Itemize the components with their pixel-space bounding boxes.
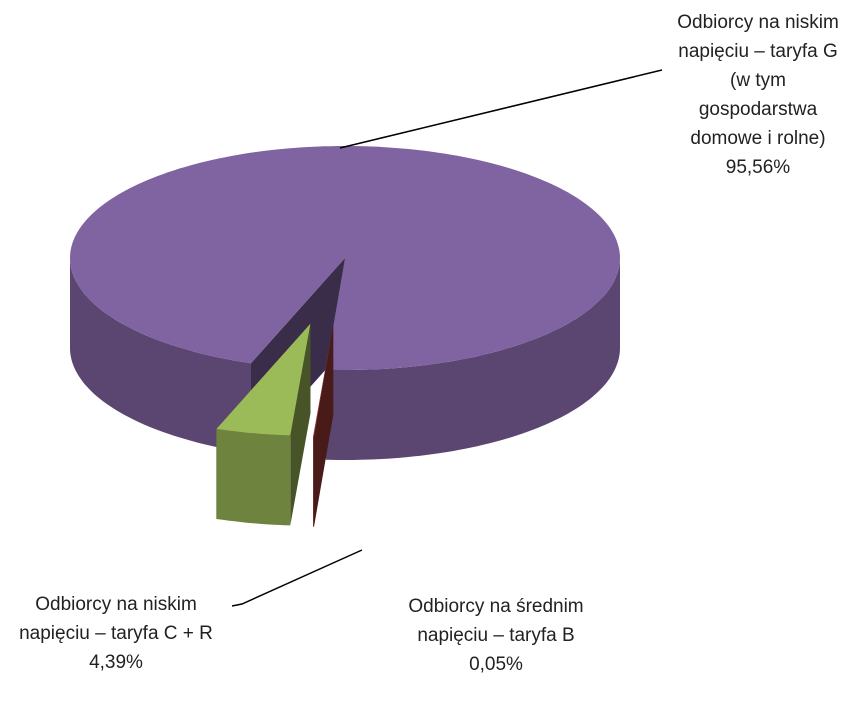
leader-line [231, 549, 363, 607]
slice [216, 323, 311, 436]
slice-label: Odbiorcy na niskim napięciu – taryfa C +… [8, 590, 224, 677]
slice-side [325, 258, 620, 460]
slice-face [314, 325, 334, 527]
label-value: 4,39% [89, 652, 143, 673]
label-value: 0,05% [469, 654, 523, 675]
slice-face [290, 323, 311, 526]
slice-label: Odbiorcy na średnim napięciu – taryfa B … [380, 592, 612, 679]
label-name: Odbiorcy na niskim napięciu – taryfa C +… [19, 594, 213, 644]
slice-label: Odbiorcy na niskim napięciu – taryfa G (… [655, 8, 861, 182]
leader-line [339, 69, 663, 149]
slice-side [216, 429, 291, 526]
label-value: 95,56% [725, 157, 791, 178]
slice-side [313, 436, 314, 527]
slice [313, 325, 334, 437]
label-name: Odbiorcy na średnim napięciu – taryfa B [408, 596, 584, 646]
slice [70, 146, 620, 370]
slice-side [70, 258, 251, 454]
label-name: Odbiorcy na niskim napięciu – taryfa G (… [677, 12, 839, 149]
